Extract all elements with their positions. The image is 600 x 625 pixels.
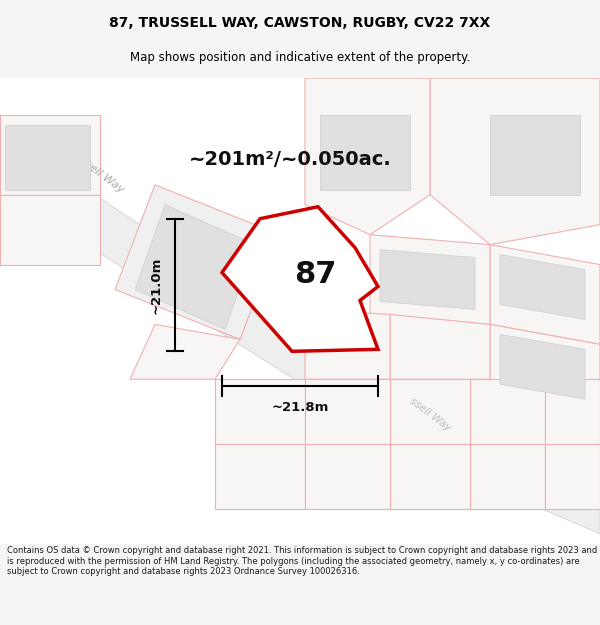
Text: Contains OS data © Crown copyright and database right 2021. This information is : Contains OS data © Crown copyright and d…: [7, 546, 598, 576]
Polygon shape: [130, 324, 240, 379]
Text: 87: 87: [294, 259, 337, 289]
Polygon shape: [305, 78, 430, 234]
Polygon shape: [490, 324, 600, 414]
Text: ~21.8m: ~21.8m: [271, 401, 329, 414]
Polygon shape: [135, 205, 255, 329]
Polygon shape: [545, 379, 600, 444]
Text: 87, TRUSSELL WAY, CAWSTON, RUGBY, CV22 7XX: 87, TRUSSELL WAY, CAWSTON, RUGBY, CV22 7…: [109, 16, 491, 29]
Polygon shape: [490, 244, 600, 344]
Polygon shape: [490, 115, 580, 195]
Polygon shape: [5, 125, 90, 190]
Polygon shape: [320, 115, 410, 190]
Polygon shape: [215, 379, 305, 444]
Polygon shape: [430, 78, 600, 244]
Polygon shape: [500, 334, 585, 399]
Text: ~21.0m: ~21.0m: [150, 256, 163, 314]
Polygon shape: [470, 379, 545, 444]
Text: ~201m²/~0.050ac.: ~201m²/~0.050ac.: [188, 151, 391, 169]
Polygon shape: [215, 444, 305, 509]
Polygon shape: [222, 207, 378, 351]
Polygon shape: [0, 195, 100, 264]
Polygon shape: [0, 115, 600, 534]
Polygon shape: [390, 444, 470, 509]
Polygon shape: [390, 314, 490, 379]
Polygon shape: [305, 379, 390, 444]
Polygon shape: [0, 115, 100, 195]
Polygon shape: [305, 444, 390, 509]
Text: Map shows position and indicative extent of the property.: Map shows position and indicative extent…: [130, 51, 470, 64]
Polygon shape: [545, 444, 600, 509]
Polygon shape: [470, 444, 545, 509]
Text: ssell Way: ssell Way: [408, 396, 452, 432]
Polygon shape: [390, 379, 470, 444]
Text: Trussell Way: Trussell Way: [64, 145, 126, 195]
Polygon shape: [115, 185, 280, 339]
Polygon shape: [380, 249, 475, 309]
Polygon shape: [305, 309, 390, 379]
Polygon shape: [370, 234, 490, 324]
Polygon shape: [500, 254, 585, 319]
